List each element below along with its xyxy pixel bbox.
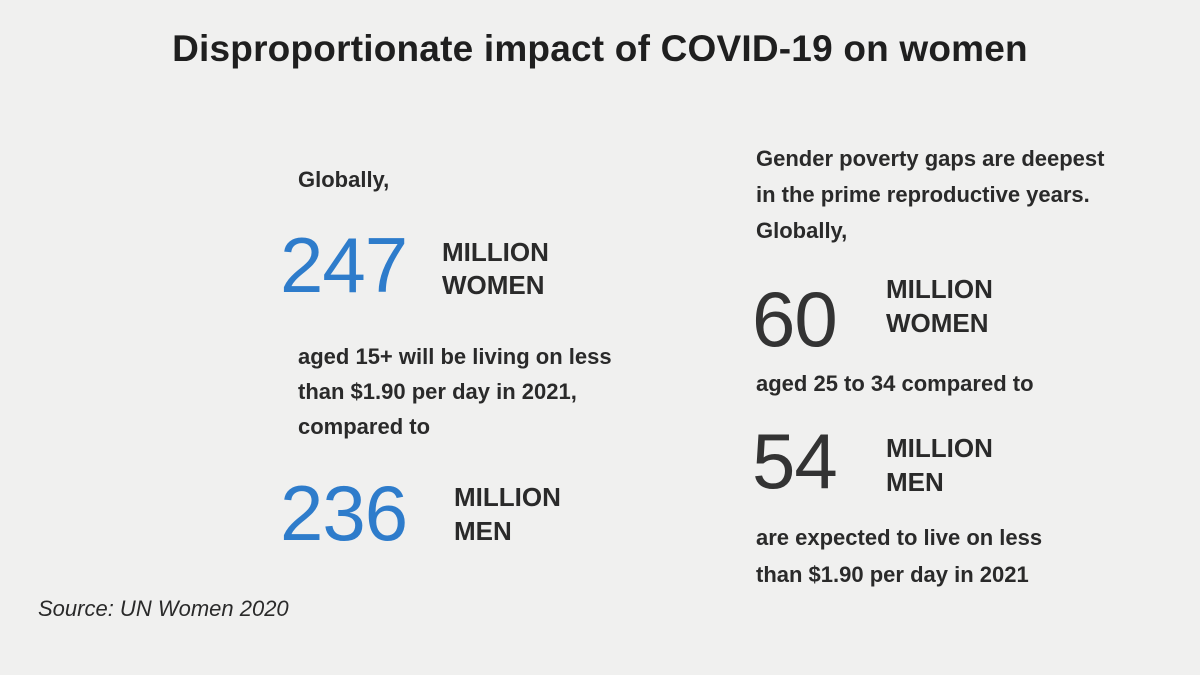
right-stat-men-unit-men: MEN [886,467,944,497]
left-stat-women-unit-million: MILLION [442,237,549,267]
right-stat-women-unit-million: MILLION [886,274,993,304]
right-intro-line-3: Globally, [756,218,848,243]
right-stat-women-unit-women: WOMEN [886,308,989,338]
left-stat-women-unit-women: WOMEN [442,270,545,300]
source-citation: Source: UN Women 2020 [38,596,289,621]
right-stat-men-unit-million: MILLION [886,433,993,463]
left-stat-men-number: 236 [280,469,408,557]
left-stat-men-unit-men: MEN [454,516,512,546]
right-middle-text: aged 25 to 34 compared to [756,371,1034,396]
right-stat-women-number: 60 [752,275,838,363]
right-intro-line-1: Gender poverty gaps are deepest [756,146,1105,171]
left-middle-line-3: compared to [298,414,431,439]
left-stat-men-unit-million: MILLION [454,482,561,512]
left-middle-line-2: than $1.90 per day in 2021, [298,379,577,404]
right-stat-men-number: 54 [752,417,838,505]
right-outro-line-1: are expected to live on less [756,525,1043,550]
left-intro: Globally, [298,167,390,192]
left-stat-women-number: 247 [280,221,408,309]
left-middle-line-1: aged 15+ will be living on less [298,344,612,369]
right-outro-line-2: than $1.90 per day in 2021 [756,562,1029,587]
right-intro-line-2: in the prime reproductive years. [756,182,1090,207]
page-title: Disproportionate impact of COVID-19 on w… [172,28,1028,69]
